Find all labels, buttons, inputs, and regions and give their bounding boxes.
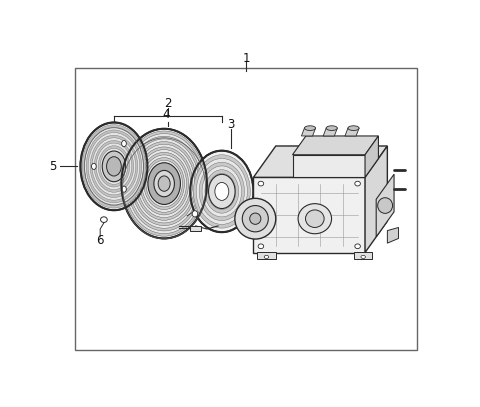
Ellipse shape (298, 204, 332, 234)
Ellipse shape (133, 144, 195, 223)
Ellipse shape (86, 130, 142, 203)
Text: 1: 1 (242, 52, 250, 65)
Polygon shape (323, 128, 337, 136)
Polygon shape (387, 228, 398, 243)
Ellipse shape (82, 125, 146, 208)
Ellipse shape (148, 163, 180, 204)
Ellipse shape (355, 181, 360, 186)
Polygon shape (301, 128, 315, 136)
Text: 3: 3 (228, 118, 235, 131)
Ellipse shape (158, 176, 170, 191)
Ellipse shape (348, 126, 359, 131)
Ellipse shape (208, 173, 236, 210)
Ellipse shape (148, 163, 180, 204)
Polygon shape (365, 146, 387, 252)
Ellipse shape (304, 126, 315, 131)
Ellipse shape (242, 206, 268, 232)
Ellipse shape (146, 160, 182, 207)
Ellipse shape (121, 140, 126, 147)
Ellipse shape (361, 255, 365, 258)
Ellipse shape (90, 135, 138, 197)
Ellipse shape (81, 123, 147, 210)
Ellipse shape (208, 174, 235, 208)
Ellipse shape (235, 198, 276, 239)
Ellipse shape (202, 166, 241, 217)
Ellipse shape (102, 151, 126, 182)
Ellipse shape (98, 146, 130, 187)
Ellipse shape (138, 150, 191, 218)
Ellipse shape (123, 131, 205, 236)
Ellipse shape (84, 127, 144, 206)
Ellipse shape (154, 171, 174, 197)
Polygon shape (292, 155, 365, 177)
Text: 2: 2 (164, 96, 172, 109)
Ellipse shape (150, 166, 178, 201)
Ellipse shape (107, 157, 121, 176)
Ellipse shape (127, 136, 201, 231)
Ellipse shape (129, 139, 199, 228)
Ellipse shape (306, 210, 324, 228)
Ellipse shape (205, 170, 239, 213)
Ellipse shape (94, 140, 134, 192)
Ellipse shape (92, 138, 136, 195)
Ellipse shape (96, 143, 132, 190)
Text: 6: 6 (96, 234, 104, 247)
Ellipse shape (92, 163, 96, 169)
Ellipse shape (258, 181, 264, 186)
Ellipse shape (144, 158, 184, 210)
Bar (257, 252, 276, 259)
Ellipse shape (135, 147, 193, 220)
Ellipse shape (121, 186, 126, 192)
Text: 4: 4 (162, 107, 170, 120)
Polygon shape (376, 174, 394, 237)
Ellipse shape (258, 244, 264, 249)
Ellipse shape (355, 244, 360, 249)
Ellipse shape (215, 182, 229, 200)
Ellipse shape (326, 126, 337, 131)
Ellipse shape (140, 152, 189, 215)
Ellipse shape (132, 142, 197, 225)
Ellipse shape (192, 211, 198, 217)
Bar (190, 225, 202, 231)
Ellipse shape (142, 155, 187, 212)
Polygon shape (365, 136, 378, 177)
Ellipse shape (125, 133, 203, 234)
Ellipse shape (378, 198, 393, 213)
Ellipse shape (264, 255, 269, 258)
Polygon shape (253, 146, 387, 177)
Polygon shape (345, 128, 359, 136)
Ellipse shape (100, 217, 107, 223)
Ellipse shape (121, 129, 207, 239)
Polygon shape (253, 177, 365, 252)
Polygon shape (292, 136, 378, 155)
Ellipse shape (88, 133, 140, 200)
Ellipse shape (190, 151, 253, 232)
Bar (354, 252, 372, 259)
Ellipse shape (193, 155, 250, 228)
Ellipse shape (196, 158, 247, 224)
Ellipse shape (250, 213, 261, 224)
Ellipse shape (100, 149, 128, 184)
Ellipse shape (199, 162, 244, 221)
Text: 5: 5 (49, 160, 56, 173)
